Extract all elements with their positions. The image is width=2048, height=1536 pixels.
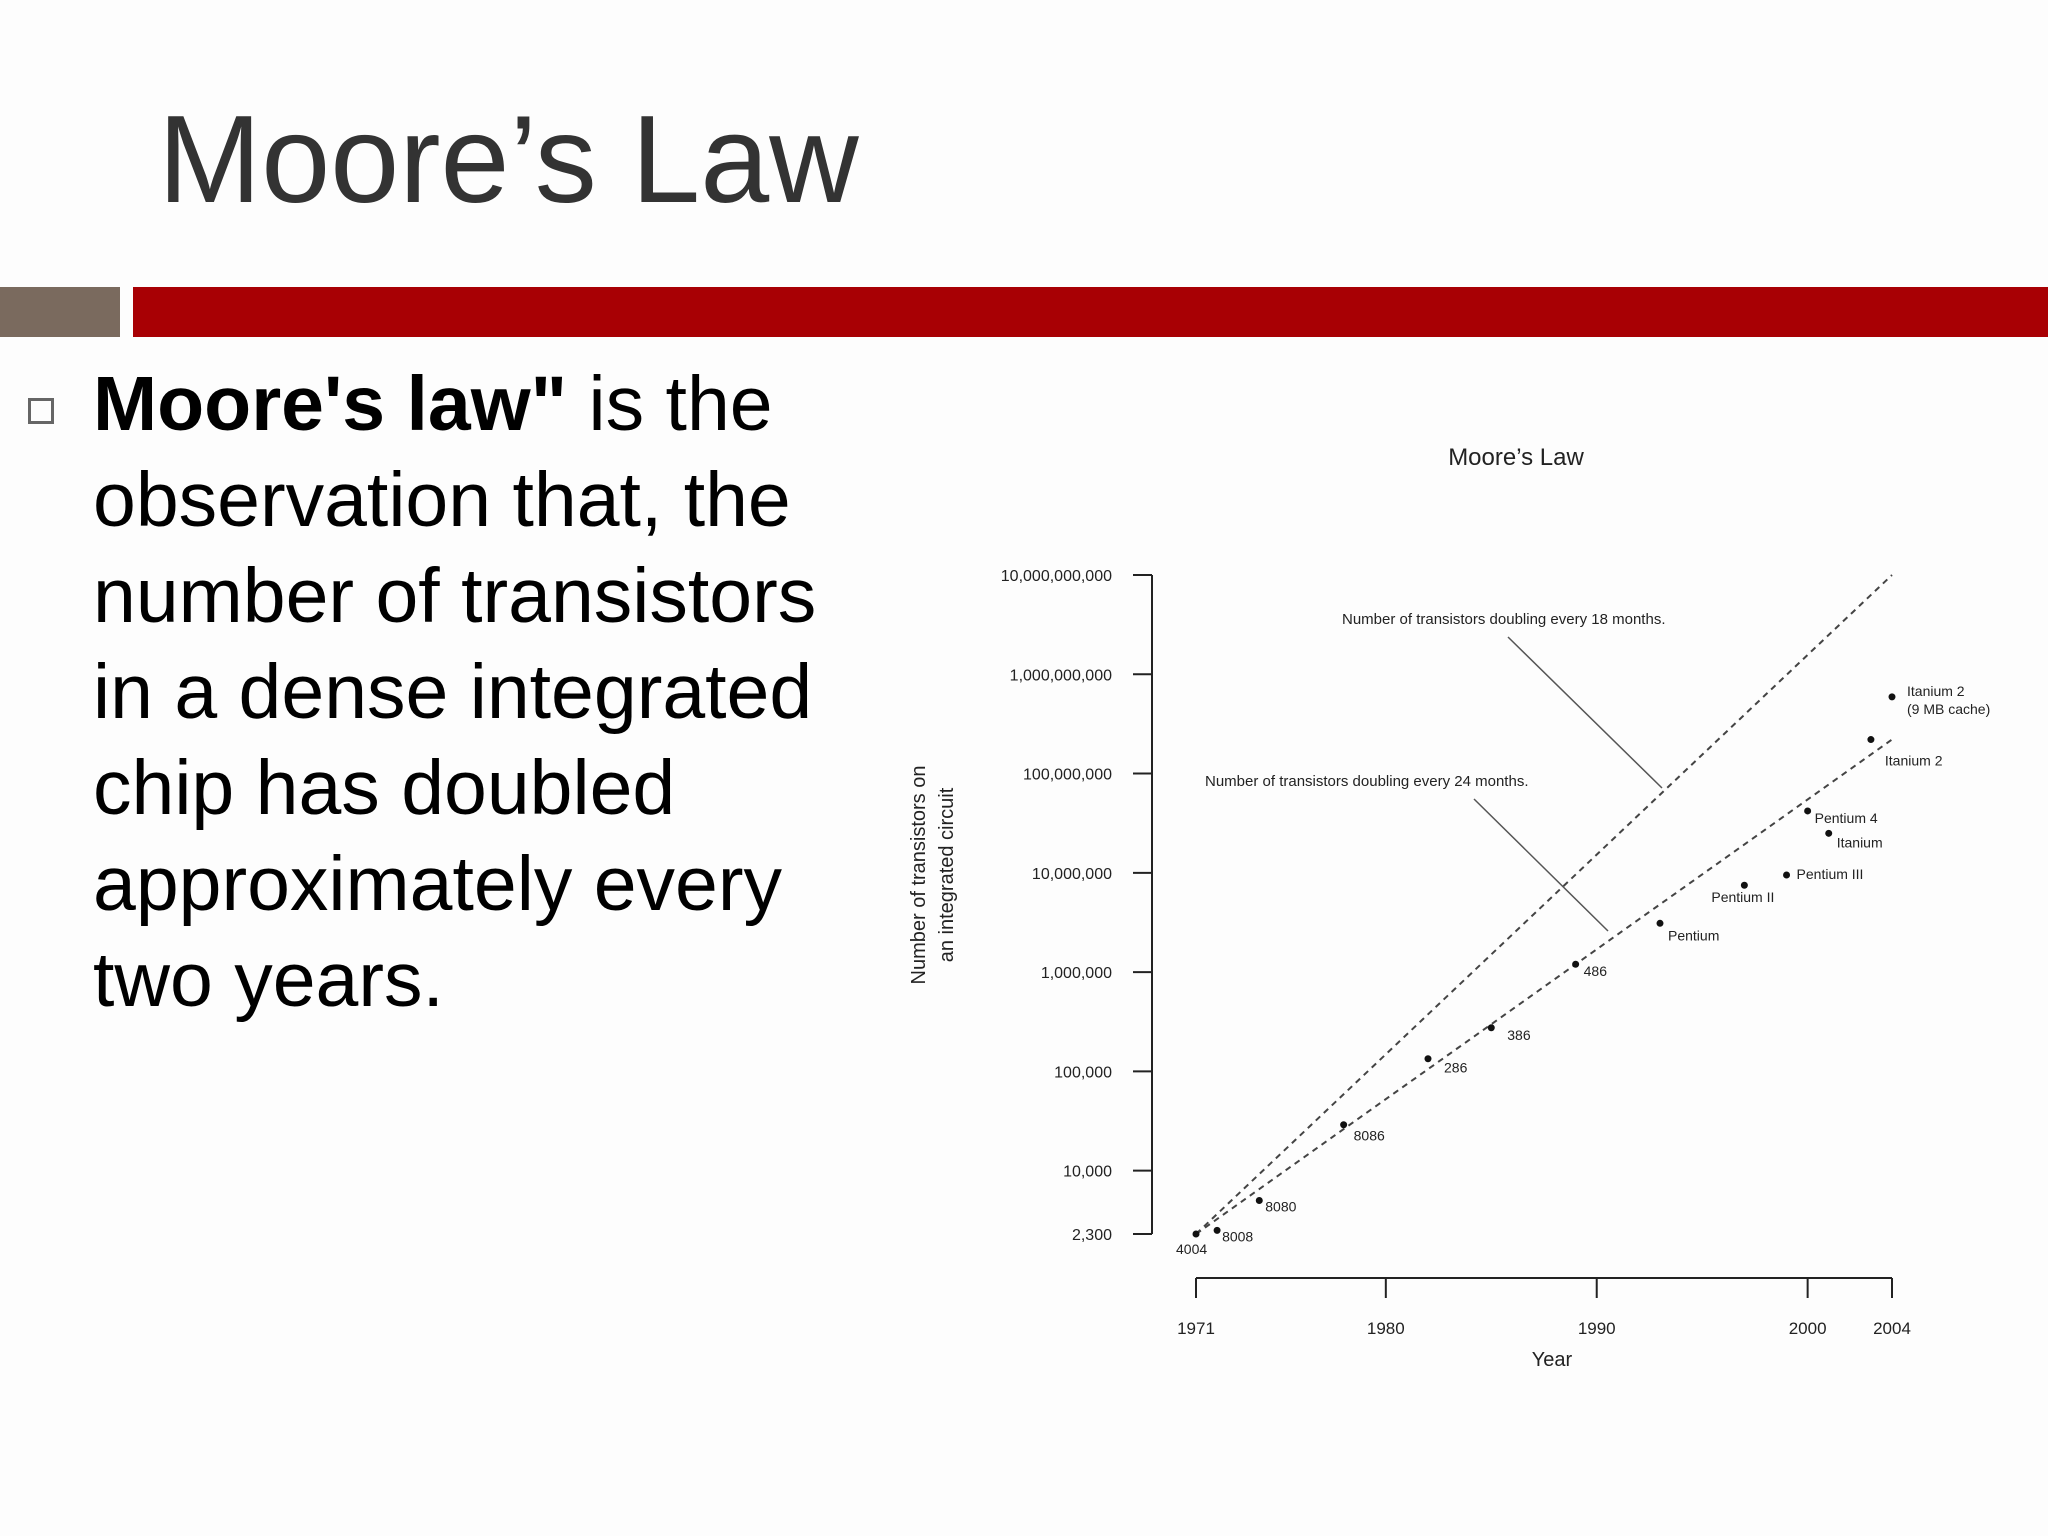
data-point-label: Itanium 2 bbox=[1907, 683, 1965, 699]
data-point bbox=[1340, 1121, 1348, 1129]
y-tick-label: 1,000,000 bbox=[1041, 965, 1112, 982]
y-tick-label: 1,000,000,000 bbox=[1010, 667, 1112, 684]
data-point-label: 286 bbox=[1444, 1060, 1468, 1076]
y-axis-label-line: Number of transistors on bbox=[908, 766, 930, 985]
data-point bbox=[1213, 1226, 1221, 1234]
bullet-line-5: chip has doubled bbox=[93, 745, 676, 831]
data-point-label: (9 MB cache) bbox=[1907, 701, 1990, 717]
trend-annotation-label: Number of transistors doubling every 18 … bbox=[1342, 611, 1666, 628]
bullet-bold-term: Moore's law" bbox=[93, 361, 568, 447]
bullet-line-4: in a dense integrated bbox=[93, 649, 813, 735]
x-tick-label: 1971 bbox=[1177, 1319, 1215, 1338]
x-tick-label: 2000 bbox=[1789, 1319, 1827, 1338]
data-point bbox=[1656, 919, 1664, 927]
data-point-label: Pentium 4 bbox=[1815, 810, 1878, 826]
trend-annotation-label: Number of transistors doubling every 24 … bbox=[1205, 773, 1529, 790]
data-point bbox=[1487, 1024, 1495, 1032]
data-point bbox=[1867, 736, 1875, 744]
y-tick-label: 100,000 bbox=[1054, 1064, 1112, 1081]
data-point-label: 4004 bbox=[1176, 1241, 1207, 1257]
x-tick-label: 2004 bbox=[1873, 1319, 1911, 1338]
data-point bbox=[1424, 1055, 1432, 1063]
bullet-line-7: two years. bbox=[93, 937, 444, 1023]
data-point-label: Itanium bbox=[1837, 834, 1883, 850]
data-point-label: 386 bbox=[1507, 1027, 1531, 1043]
title-accent-bar-small bbox=[0, 287, 120, 337]
data-point bbox=[1804, 807, 1812, 815]
title-accent-bar bbox=[133, 287, 2048, 337]
data-point bbox=[1825, 829, 1833, 837]
chart-title: Moore’s Law bbox=[1448, 444, 1584, 471]
bullet-line-1: Moore's law" is the bbox=[93, 356, 873, 452]
y-tick-label: 10,000,000,000 bbox=[1001, 568, 1112, 585]
y-axis-label-line: an integrated circuit bbox=[936, 787, 958, 962]
bullet-line-3: number of transistors bbox=[93, 553, 817, 639]
annotation-arrow bbox=[1507, 636, 1663, 789]
data-point bbox=[1740, 881, 1748, 889]
bullet-text-segment: is the bbox=[567, 361, 773, 447]
bullet-square-icon bbox=[28, 398, 54, 424]
data-point-label: 8086 bbox=[1354, 1128, 1385, 1144]
annotation-arrow bbox=[1473, 798, 1609, 932]
trend-line-18-months bbox=[1195, 574, 1893, 1235]
y-axis-label: Number of transistors on an integrated ci… bbox=[908, 766, 958, 985]
bullet-line-2: observation that, the bbox=[93, 457, 791, 543]
data-point-label: Itanium 2 bbox=[1885, 753, 1943, 769]
data-point-label: 8080 bbox=[1265, 1199, 1296, 1215]
data-point bbox=[1888, 693, 1896, 701]
data-point-label: 486 bbox=[1584, 963, 1608, 979]
y-tick-label: 10,000 bbox=[1063, 1164, 1112, 1181]
x-tick-label: 1980 bbox=[1367, 1319, 1405, 1338]
bullet-paragraph: Moore's law" is the observation that, th… bbox=[93, 356, 873, 1028]
data-point bbox=[1192, 1230, 1200, 1238]
y-tick-label: 100,000,000 bbox=[1023, 767, 1112, 784]
data-point bbox=[1572, 960, 1580, 968]
data-point-label: Pentium II bbox=[1711, 889, 1774, 905]
y-tick-label: 10,000,000 bbox=[1032, 866, 1112, 883]
data-point bbox=[1255, 1197, 1263, 1205]
y-tick-label: 2,300 bbox=[1072, 1227, 1112, 1244]
data-point bbox=[1783, 871, 1791, 879]
data-point-label: Pentium bbox=[1668, 927, 1719, 943]
x-axis-label: Year bbox=[1532, 1349, 1573, 1371]
data-point-label: Pentium III bbox=[1797, 866, 1864, 882]
bullet-line-6: approximately every bbox=[93, 841, 783, 927]
slide-title: Moore’s Law bbox=[158, 91, 859, 229]
data-point-label: 8008 bbox=[1222, 1228, 1253, 1244]
trend-line-24-months bbox=[1195, 738, 1893, 1235]
x-tick-label: 1990 bbox=[1578, 1319, 1616, 1338]
